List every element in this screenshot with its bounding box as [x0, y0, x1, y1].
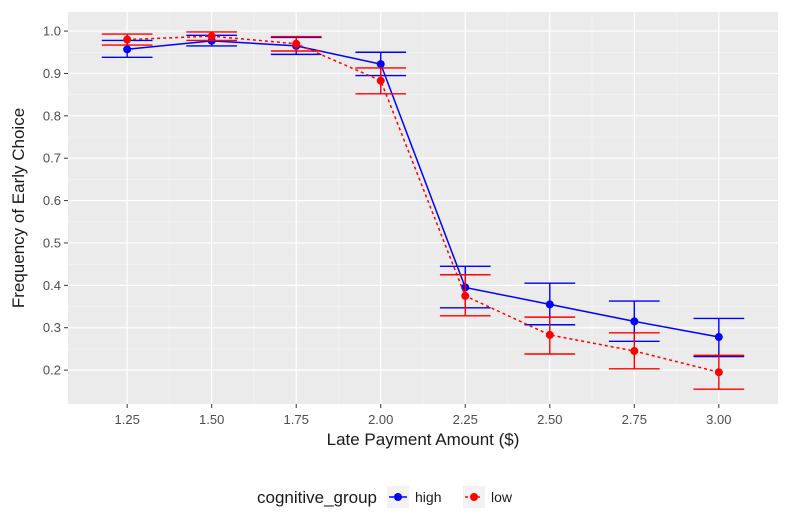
major-gridlines: [68, 12, 778, 404]
series-line-low: [127, 35, 720, 373]
data-point-low: [123, 35, 132, 44]
y-tick-label: 0.4: [43, 278, 61, 293]
series-line-high: [127, 40, 719, 338]
y-tick-label: 0.7: [43, 151, 61, 166]
legend-label-high: high: [415, 489, 441, 505]
data-point-high: [123, 45, 132, 54]
y-axis-title: Frequency of Early Choice: [9, 108, 28, 308]
data-point-low: [292, 39, 301, 48]
legend-item-high: high: [387, 486, 441, 508]
y-tick-label: 0.9: [43, 66, 61, 81]
series-low: [101, 31, 745, 390]
x-tick-label: 1.25: [115, 412, 140, 427]
legend-items: high low: [387, 486, 513, 508]
x-tick-label: 1.50: [199, 412, 224, 427]
x-axis-title: Late Payment Amount ($): [327, 430, 520, 449]
y-tick-label: 0.3: [43, 320, 61, 335]
minor-gridlines: [68, 12, 778, 404]
data-point-low: [714, 368, 723, 377]
y-tick-label: 0.6: [43, 193, 61, 208]
x-tick-label: 2.50: [537, 412, 562, 427]
data-point-low: [207, 32, 216, 41]
data-point-high: [545, 300, 554, 309]
y-tick-label: 1.0: [43, 24, 61, 39]
legend-item-low: low: [463, 486, 513, 508]
y-axis-ticks: 0.2 0.3 0.4 0.5 0.6 0.7 0.8 0.9 1.0: [43, 24, 68, 378]
legend-point-high: [394, 493, 403, 501]
series-layer: [101, 31, 745, 390]
x-tick-label: 3.00: [706, 412, 731, 427]
data-point-high: [376, 60, 385, 69]
data-point-high: [714, 333, 723, 342]
y-tick-label: 0.2: [43, 363, 61, 378]
x-tick-label: 2.25: [453, 412, 478, 427]
legend: cognitive_group high low: [257, 486, 513, 508]
data-point-low: [461, 291, 470, 300]
x-axis-ticks: 1.25 1.50 1.75 2.00 2.25 2.50 2.75 3.00: [115, 404, 731, 427]
legend-title: cognitive_group: [257, 488, 377, 507]
data-point-low: [630, 347, 639, 356]
y-tick-label: 0.5: [43, 235, 61, 250]
data-point-high: [630, 317, 639, 326]
legend-label-low: low: [491, 489, 513, 505]
data-point-low: [376, 76, 385, 85]
y-tick-label: 0.8: [43, 108, 61, 123]
legend-point-low: [470, 493, 479, 501]
x-tick-label: 2.00: [368, 412, 393, 427]
x-tick-label: 2.75: [622, 412, 647, 427]
data-point-low: [545, 330, 554, 339]
x-tick-label: 1.75: [284, 412, 309, 427]
